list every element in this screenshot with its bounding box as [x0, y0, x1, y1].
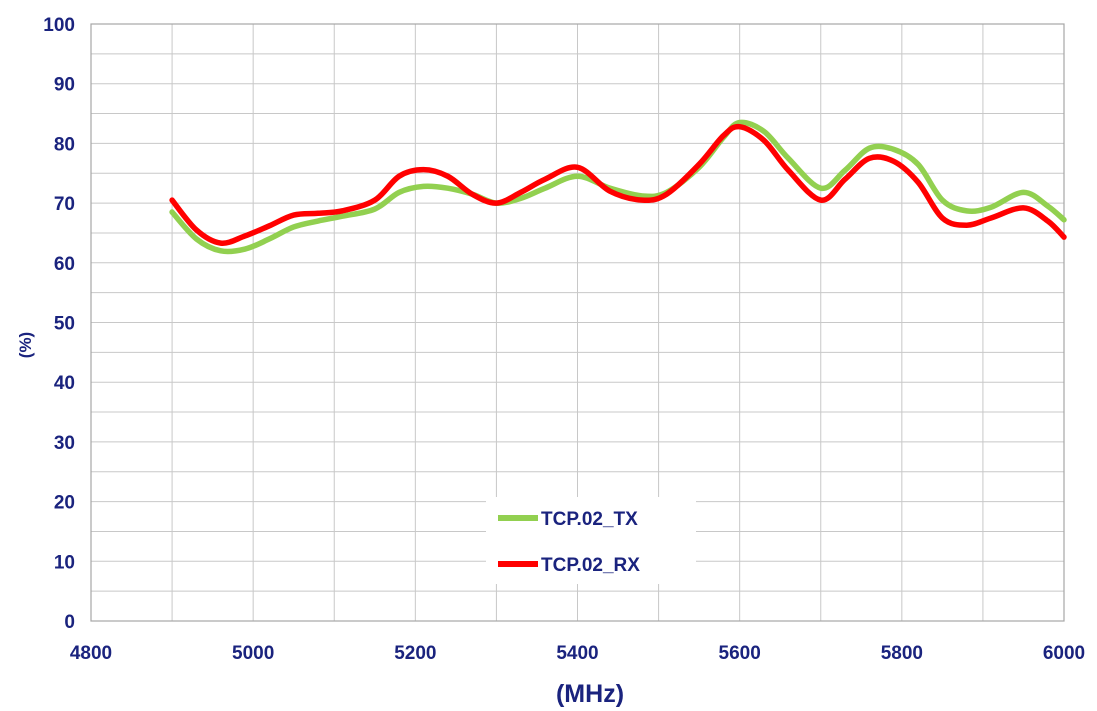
- y-tick-label: 0: [64, 612, 75, 633]
- y-tick-label: 70: [54, 194, 75, 215]
- x-tick-label: 5400: [556, 643, 598, 664]
- x-axis-ticks: 4800 5000 5200 5400 5600 5800 6000: [70, 643, 1085, 664]
- y-tick-label: 90: [54, 75, 75, 96]
- legend: TCP.02_TX TCP.02_RX: [486, 497, 696, 584]
- legend-label-tcp02-rx: TCP.02_RX: [541, 555, 640, 576]
- x-tick-label: 5800: [881, 643, 923, 664]
- x-tick-label: 5600: [719, 643, 761, 664]
- y-tick-label: 20: [54, 493, 75, 514]
- y-tick-label: 80: [54, 134, 75, 155]
- y-tick-label: 10: [54, 552, 75, 573]
- y-tick-label: 50: [54, 314, 75, 335]
- x-axis-label: (MHz): [556, 680, 624, 708]
- plot-area-border: [90, 23, 1065, 622]
- x-tick-label: 5200: [394, 643, 436, 664]
- y-tick-label: 30: [54, 433, 75, 454]
- series-line-tcp-02-rx: [169, 123, 1067, 246]
- x-tick-label: 5000: [232, 643, 274, 664]
- x-tick-label: 4800: [70, 643, 112, 664]
- y-axis-ticks: 0 10 20 30 40 50 60 70 80 90 100: [43, 15, 75, 633]
- series-line-tcp-02-tx: [169, 119, 1067, 255]
- legend-label-tcp02-tx: TCP.02_TX: [541, 509, 638, 530]
- y-axis-label: (%): [16, 332, 35, 358]
- y-tick-label: 40: [54, 373, 75, 394]
- legend-box: [486, 497, 696, 584]
- y-tick-label: 100: [43, 15, 75, 36]
- series-layer: [169, 119, 1067, 255]
- x-tick-label: 6000: [1043, 643, 1085, 664]
- y-tick-label: 60: [54, 254, 75, 275]
